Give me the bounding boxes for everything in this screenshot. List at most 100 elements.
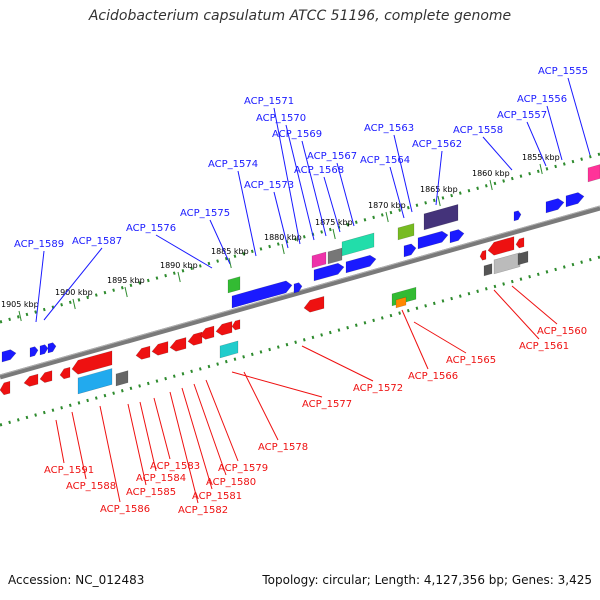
gene-glyph[interactable] [449,228,465,244]
gene-glyph[interactable] [311,251,327,269]
gene-glyph[interactable] [513,210,522,222]
gene-label-top[interactable]: ACP_1576 [126,223,176,234]
gene-label-top[interactable]: ACP_1556 [517,94,567,105]
gene-label-bottom[interactable]: ACP_1565 [446,355,496,366]
gene-glyph[interactable] [0,380,11,396]
leader-line [193,383,227,476]
leader-line [301,345,374,382]
gene-glyph[interactable] [515,237,525,249]
leader-line [243,371,279,441]
kbp-tick-label: 1860 kbp [472,169,510,178]
kbp-tick-mark [18,310,22,322]
gene-label-top[interactable]: ACP_1587 [72,236,122,247]
gene-glyph[interactable] [545,197,565,214]
gene-glyph[interactable] [219,340,239,359]
gene-glyph[interactable] [493,252,521,275]
gene-label-bottom[interactable]: ACP_1585 [126,487,176,498]
kbp-tick-label: 1880 kbp [264,233,302,242]
gene-label-bottom[interactable]: ACP_1572 [353,383,403,394]
gene-glyph[interactable] [39,370,53,384]
gene-glyph[interactable] [327,247,343,265]
gene-label-top[interactable]: ACP_1589 [14,239,64,250]
gene-label-top[interactable]: ACP_1562 [412,139,462,150]
gene-label-bottom[interactable]: ACP_1586 [100,504,150,515]
gene-glyph[interactable] [231,319,241,331]
gene-glyph[interactable] [135,345,151,361]
gene-label-top[interactable]: ACP_1567 [307,151,357,162]
gene-glyph[interactable] [487,236,515,257]
gene-glyph[interactable] [293,282,303,294]
gene-label-bottom[interactable]: ACP_1584 [136,473,186,484]
kbp-tick-label: 1885 kbp [211,247,249,256]
leader-line [273,191,289,249]
gene-label-top[interactable]: ACP_1558 [453,125,503,136]
gene-glyph[interactable] [423,204,459,231]
gene-label-bottom[interactable]: ACP_1591 [44,465,94,476]
gene-glyph[interactable] [397,223,415,241]
gene-glyph[interactable] [71,350,113,376]
gene-glyph[interactable] [479,249,487,261]
gene-glyph[interactable] [77,368,113,395]
leader-line [155,234,213,269]
gene-glyph[interactable] [587,164,600,183]
gene-label-bottom[interactable]: ACP_1566 [408,371,458,382]
gene-glyph[interactable] [39,344,49,356]
kbp-tick-mark [539,163,543,175]
gene-label-bottom[interactable]: ACP_1579 [218,463,268,474]
gene-glyph[interactable] [29,346,39,358]
gene-glyph[interactable] [1,348,17,363]
kbp-tick-label: 1855 kbp [522,153,560,162]
gene-label-top[interactable]: ACP_1563 [364,123,414,134]
gene-label-top[interactable]: ACP_1570 [256,113,306,124]
leader-line [435,150,443,206]
gene-glyph[interactable] [231,279,293,309]
gene-label-bottom[interactable]: ACP_1588 [66,481,116,492]
gene-label-top[interactable]: ACP_1573 [244,180,294,191]
gene-glyph[interactable] [341,232,375,257]
gene-glyph[interactable] [417,230,449,250]
kbp-tick-mark [177,271,181,283]
gene-label-bottom[interactable]: ACP_1581 [192,491,242,502]
gene-label-bottom[interactable]: ACP_1580 [206,477,256,488]
gene-glyph[interactable] [215,321,233,336]
leader-line [139,401,157,472]
gene-label-top[interactable]: ACP_1575 [180,208,230,219]
leader-line [401,309,429,370]
gene-glyph[interactable] [403,243,417,258]
gene-glyph[interactable] [395,296,407,309]
gene-label-bottom[interactable]: ACP_1560 [537,326,587,337]
gene-glyph[interactable] [483,263,493,277]
gene-glyph[interactable] [151,341,169,357]
gene-label-bottom[interactable]: ACP_1583 [150,461,200,472]
gene-glyph[interactable] [227,276,241,294]
leader-line [231,371,323,398]
gene-label-top[interactable]: ACP_1571 [244,96,294,107]
gene-glyph[interactable] [115,370,129,387]
gene-glyph[interactable] [303,296,325,314]
gene-glyph[interactable] [517,250,529,266]
gene-label-top[interactable]: ACP_1569 [272,129,322,140]
gene-label-top[interactable]: ACP_1564 [360,155,410,166]
gene-label-bottom[interactable]: ACP_1582 [178,505,228,516]
kbp-tick-label: 1870 kbp [368,201,406,210]
gene-glyph[interactable] [59,366,71,380]
gene-label-bottom[interactable]: ACP_1578 [258,442,308,453]
gene-glyph[interactable] [313,262,345,282]
gene-label-bottom[interactable]: ACP_1577 [302,399,352,410]
gene-glyph[interactable] [199,325,215,341]
gene-label-top[interactable]: ACP_1557 [497,110,547,121]
gene-label-top[interactable]: ACP_1555 [538,66,588,77]
gene-label-top[interactable]: ACP_1568 [294,165,344,176]
leader-line [393,134,413,213]
leader-line [237,170,257,257]
gene-label-top[interactable]: ACP_1574 [208,159,258,170]
leader-line [482,136,513,171]
gene-glyph[interactable] [345,254,377,274]
leader-line [285,124,315,241]
gene-glyph[interactable] [169,337,187,352]
gene-glyph[interactable] [187,331,203,347]
gene-glyph[interactable] [23,373,39,388]
gene-glyph[interactable] [47,342,57,354]
gene-label-bottom[interactable]: ACP_1561 [519,341,569,352]
gene-glyph[interactable] [565,191,585,208]
